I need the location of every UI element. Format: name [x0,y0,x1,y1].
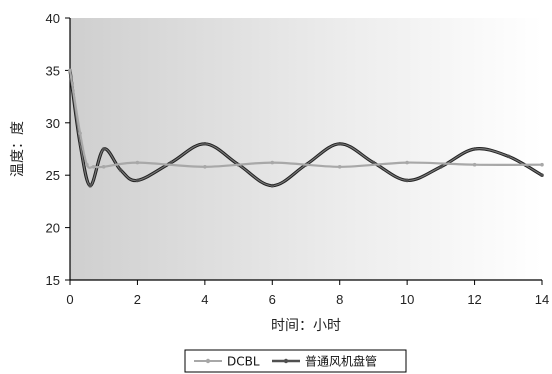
data-point [203,142,207,146]
x-tick-label: 10 [400,292,414,307]
data-point [135,178,140,183]
y-tick-label: 20 [46,221,60,236]
legend-marker [283,358,289,364]
y-tick-label: 30 [46,116,60,131]
axes: 15 20 25 30 35 40 0 2 4 6 8 10 12 14 [46,11,550,307]
x-tick-label: 12 [467,292,481,307]
data-point [472,162,477,167]
data-point [439,165,443,169]
data-point [118,168,123,172]
data-point [371,160,376,165]
data-point [135,160,140,165]
data-point [270,183,275,188]
data-point [203,165,207,169]
data-point [169,160,173,165]
legend: DCBL 普通风机盘管 [184,349,407,373]
data-point [68,68,72,73]
x-tick-label: 2 [134,292,141,307]
legend-marker [205,358,211,364]
data-point [101,147,106,151]
series-line-fan-coil [69,70,543,187]
x-axis-title: 时间：小时 [271,318,341,334]
data-point [472,147,477,151]
data-point [540,162,544,167]
data-point [337,165,342,169]
legend-label: DCBL [227,355,260,369]
y-tick-label: 40 [46,11,60,26]
x-tick-label: 4 [201,292,208,307]
data-point [540,173,544,177]
x-tick-label: 14 [535,292,549,307]
data-point [405,160,409,165]
data-point [101,165,106,169]
y-axis-title: 温度：度 [10,121,26,177]
plot-area [70,18,542,280]
x-tick-label: 8 [336,292,343,307]
y-tick-label: 15 [46,273,60,288]
x-tick-label: 0 [66,292,73,307]
data-point [337,142,342,146]
series-layer [68,68,544,188]
data-point [85,162,89,167]
data-point [270,160,275,165]
data-point [78,131,82,136]
data-point [91,165,96,169]
y-tick-label: 35 [46,63,60,78]
legend-label: 普通风机盘管 [305,354,377,369]
data-point [506,154,511,159]
data-point [88,183,92,188]
y-tick-label: 25 [46,168,60,183]
x-tick-label: 6 [269,292,276,307]
data-point [405,178,409,183]
